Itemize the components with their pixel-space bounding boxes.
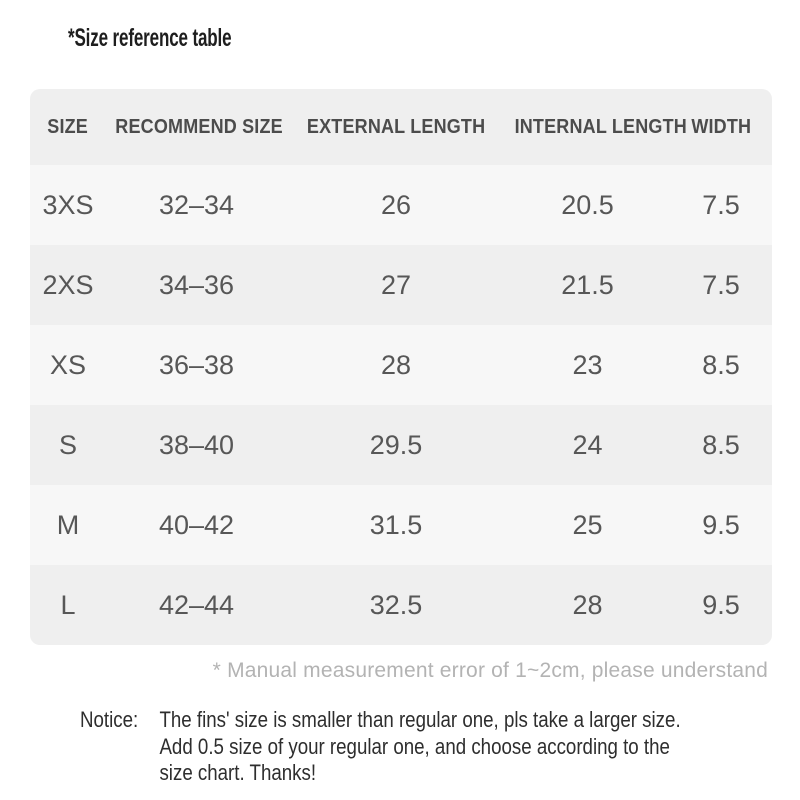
cell-recommend-size: 38–40 (158, 429, 235, 460)
column-header-internal-length: INTERNAL LENGTH (505, 116, 687, 139)
cell-recommend-size: 40–42 (158, 509, 235, 540)
table-row: 3XS 32–34 26 20.5 7.5 (30, 165, 772, 245)
notice-line: size chart. Thanks! (159, 760, 317, 785)
size-reference-table: SIZE RECOMMEND SIZE EXTERNAL LENGTH INTE… (30, 89, 772, 645)
cell-width: 7.5 (702, 269, 740, 300)
column-header-width: WIDTH (670, 116, 772, 139)
cell-size: L (60, 589, 76, 620)
page-title: *Size reference table (68, 24, 232, 52)
cell-internal-length: 21.5 (561, 269, 614, 300)
notice-section: Notice: The fins' size is smaller than r… (80, 707, 681, 787)
column-header-size-label: SIZE (47, 115, 89, 138)
cell-size: 2XS (42, 269, 94, 300)
cell-internal-length: 20.5 (561, 189, 614, 220)
cell-external-length: 31.5 (369, 509, 423, 540)
cell-internal-length: 28 (572, 589, 603, 620)
column-header-external-length: EXTERNAL LENGTH (287, 116, 505, 139)
cell-recommend-size: 34–36 (158, 269, 235, 300)
cell-external-length: 29.5 (369, 429, 423, 460)
cell-external-length: 26 (380, 189, 412, 220)
notice-label: Notice: (80, 707, 139, 732)
notice-line: Add 0.5 size of your regular one, and ch… (159, 733, 670, 759)
cell-width: 7.5 (702, 189, 740, 220)
cell-size: S (58, 429, 77, 460)
column-header-recommend-size-label: RECOMMEND SIZE (115, 115, 283, 138)
column-header-internal-length-label: INTERNAL LENGTH (514, 115, 687, 138)
cell-width: 8.5 (702, 349, 740, 380)
table-row: 2XS 34–36 27 21.5 7.5 (30, 245, 772, 325)
cell-internal-length: 23 (572, 349, 603, 380)
cell-width: 9.5 (702, 509, 740, 540)
notice-line: The fins' size is smaller than regular o… (159, 707, 681, 732)
table-row: M 40–42 31.5 25 9.5 (30, 485, 772, 565)
cell-internal-length: 25 (572, 509, 603, 540)
cell-size: 3XS (42, 189, 94, 220)
table-row: S 38–40 29.5 24 8.5 (30, 405, 772, 485)
cell-external-length: 32.5 (369, 589, 423, 620)
cell-recommend-size: 32–34 (158, 189, 235, 220)
measurement-error-footnote: * Manual measurement error of 1~2cm, ple… (212, 659, 768, 682)
cell-internal-length: 24 (572, 429, 603, 460)
table-row: L 42–44 32.5 28 9.5 (30, 565, 772, 645)
notice-body: The fins' size is smaller than regular o… (159, 707, 680, 787)
table-header-row: SIZE RECOMMEND SIZE EXTERNAL LENGTH INTE… (30, 89, 772, 165)
column-header-recommend-size: RECOMMEND SIZE (106, 116, 287, 139)
cell-external-length: 27 (380, 269, 412, 300)
cell-size: M (56, 509, 80, 540)
table-row: XS 36–38 28 23 8.5 (30, 325, 772, 405)
cell-size: XS (49, 349, 87, 380)
cell-recommend-size: 36–38 (158, 349, 235, 380)
cell-external-length: 28 (380, 349, 412, 380)
column-header-external-length-label: EXTERNAL LENGTH (306, 115, 486, 138)
cell-recommend-size: 42–44 (158, 589, 235, 620)
cell-width: 8.5 (702, 429, 740, 460)
column-header-size: SIZE (30, 116, 106, 139)
cell-width: 9.5 (702, 589, 740, 620)
column-header-width-label: WIDTH (691, 115, 751, 138)
